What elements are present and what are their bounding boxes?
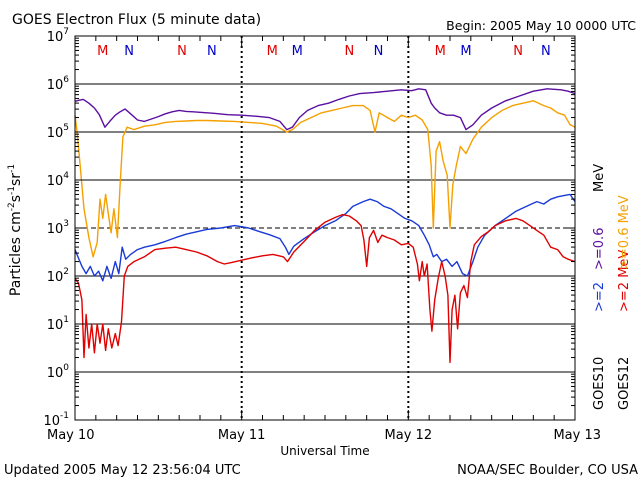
y-axis-label: Particles cm-2s-1sr-1 — [7, 164, 24, 296]
y-tick-label: 100 — [47, 363, 70, 381]
legend-goes10-unit: MeV — [592, 164, 607, 192]
mn-marker-n: N — [374, 44, 384, 59]
mn-marker-n: N — [177, 44, 187, 59]
y-tick-label: 10-1 — [43, 411, 69, 429]
series-line-goes10-2-mev — [74, 193, 576, 282]
grid-layer — [75, 36, 575, 420]
legend-goes10-2mev: >=2 — [592, 282, 607, 312]
mn-marker-m: M — [267, 44, 278, 59]
legend-goes12-2mev: >=2 MeV — [617, 250, 632, 312]
y-tick-label: 101 — [47, 315, 69, 333]
x-tick-label: May 12 — [385, 428, 433, 443]
mn-marker-m: M — [460, 44, 471, 59]
y-tick-label: 106 — [47, 75, 70, 93]
begin-date: Begin: 2005 May 10 0000 UTC — [446, 18, 636, 33]
updated-timestamp: Updated 2005 May 12 23:56:04 UTC — [4, 463, 241, 478]
mn-marker-n: N — [541, 44, 551, 59]
series-line-goes12-2-mev — [74, 213, 576, 364]
y-tick-label: 103 — [47, 219, 69, 237]
y-tick-label: 107 — [47, 27, 69, 45]
mn-marker-m: M — [292, 44, 303, 59]
x-tick-label: May 11 — [218, 428, 266, 443]
x-tick-label: May 10 — [47, 428, 95, 443]
y-tick-label: 105 — [47, 123, 69, 141]
legend-goes12-06mev: >=0.6 MeV — [617, 195, 632, 270]
source-credit: NOAA/SEC Boulder, CO USA — [457, 463, 638, 478]
mn-marker-n: N — [124, 44, 134, 59]
chart-title: GOES Electron Flux (5 minute data) — [12, 12, 261, 28]
series-line-goes12-0-6-mev — [74, 100, 576, 258]
mn-marker-m: M — [435, 44, 446, 59]
legend-goes10-06mev: >=0.6 — [592, 228, 607, 270]
legend-goes12: GOES12 — [617, 357, 632, 410]
mn-marker-n: N — [344, 44, 354, 59]
series-layer — [74, 88, 576, 364]
mn-marker-n: N — [513, 44, 523, 59]
x-axis-label: Universal Time — [280, 444, 369, 458]
y-tick-label: 102 — [47, 267, 69, 285]
series-line-goes10-0-6-mev — [74, 88, 576, 131]
legend: GOES12 GOES10 >=2 MeV >=0.6 MeV >=2 >=0.… — [592, 164, 632, 410]
x-tick-label: May 13 — [553, 428, 601, 443]
legend-goes10: GOES10 — [592, 357, 607, 410]
mn-marker-n: N — [207, 44, 217, 59]
mn-marker-m: M — [97, 44, 108, 59]
y-tick-label: 104 — [47, 171, 70, 189]
